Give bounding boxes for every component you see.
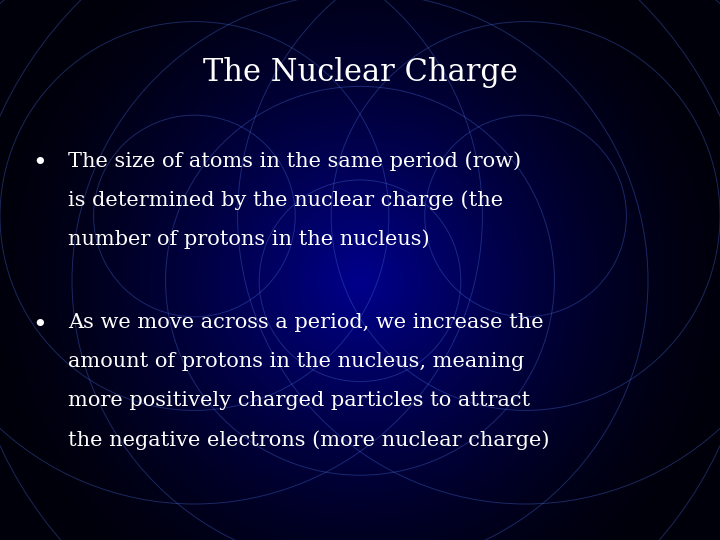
Text: As we move across a period, we increase the: As we move across a period, we increase …	[68, 313, 544, 332]
Text: more positively charged particles to attract: more positively charged particles to att…	[68, 391, 531, 410]
Text: the negative electrons (more nuclear charge): the negative electrons (more nuclear cha…	[68, 430, 550, 449]
Text: number of protons in the nucleus): number of protons in the nucleus)	[68, 229, 430, 248]
Text: •: •	[32, 313, 47, 337]
Text: amount of protons in the nucleus, meaning: amount of protons in the nucleus, meanin…	[68, 352, 525, 371]
Text: •: •	[32, 151, 47, 175]
Text: is determined by the nuclear charge (the: is determined by the nuclear charge (the	[68, 190, 503, 210]
Text: The size of atoms in the same period (row): The size of atoms in the same period (ro…	[68, 151, 521, 171]
Text: The Nuclear Charge: The Nuclear Charge	[202, 57, 518, 87]
